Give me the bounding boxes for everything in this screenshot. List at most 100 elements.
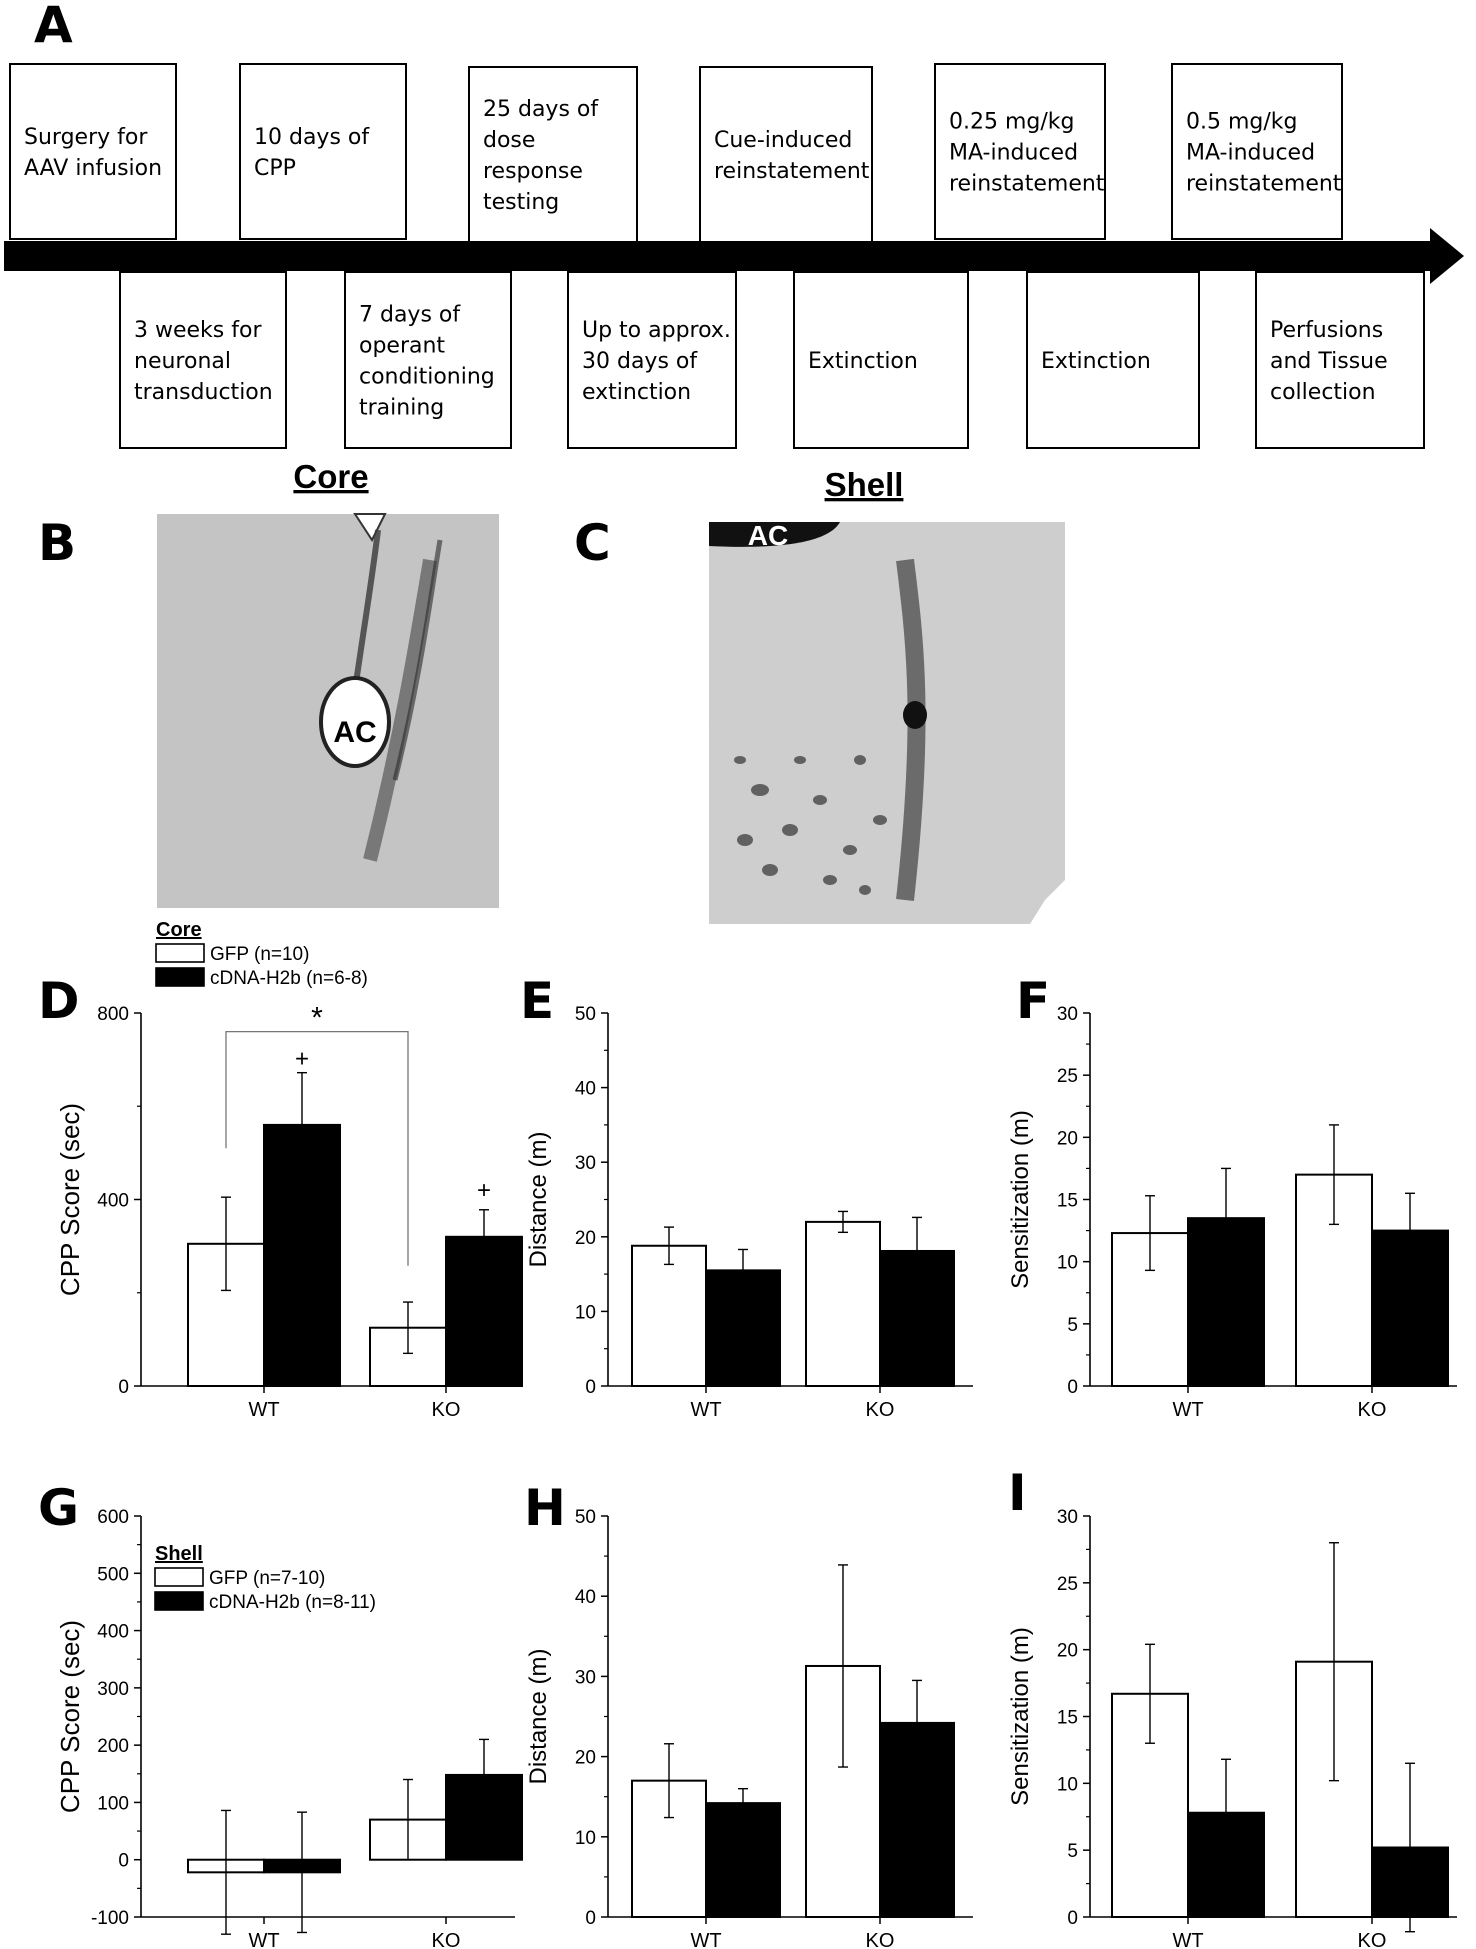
timeline-box-text: and Tissue	[1270, 349, 1388, 374]
x-tick-label-ko: KO	[1358, 1399, 1387, 1421]
y-tick-label: 200	[97, 1736, 129, 1757]
y-tick-label: 5	[1067, 1841, 1078, 1862]
timeline-box-text: collection	[1270, 380, 1376, 405]
timeline-arrow	[4, 228, 1464, 284]
y-tick-label: 0	[585, 1377, 596, 1398]
panel-letter-c: C	[574, 514, 611, 572]
panel-letter-d: D	[38, 972, 80, 1030]
legend-label-1: GFP (n=10)	[210, 944, 309, 965]
y-tick-label: 0	[1067, 1908, 1078, 1929]
timeline-box-text: MA-induced	[1186, 141, 1315, 166]
legend-title: Core	[156, 919, 202, 941]
y-tick-label: 5	[1067, 1315, 1078, 1336]
timeline-box-frame	[119, 271, 287, 449]
chart-i: 0 5 10 15 20 25 30 Sensitization (m) WT KO	[1007, 1507, 1457, 1949]
bar-wt-series-2	[705, 1802, 781, 1918]
legend-label-2: cDNA-H2b (n=8-11)	[209, 1592, 376, 1613]
shell-ac-label: AC	[748, 520, 788, 551]
y-tick-label: 40	[575, 1079, 596, 1100]
timeline-box-frame	[344, 271, 512, 449]
chart-d: 0 400 800 CPP Score (sec) WT KO Core GFP (n=10)…	[55, 919, 523, 1421]
y-tick-label: 20	[1057, 1641, 1078, 1662]
y-axis-label: CPP Score (sec)	[55, 1620, 85, 1813]
y-tick-label: 40	[575, 1587, 596, 1608]
timeline-box-text: Surgery for	[24, 125, 148, 150]
timeline-box-text: 25 days of	[483, 97, 599, 122]
timeline-box-text: response	[483, 159, 583, 184]
timeline-top-box-2: 10 days of CPP	[239, 63, 407, 240]
timeline-box-text: 30 days of	[582, 349, 698, 374]
timeline: Surgery for AAV infusion 10 days of CPP 25 d…	[9, 63, 1425, 449]
timeline-bottom-box-3: Up to approx. 30 days of extinction	[567, 271, 737, 449]
y-tick-label: 10	[575, 1828, 596, 1849]
panel-letter-f: F	[1016, 972, 1050, 1030]
x-tick-label-ko: KO	[432, 1930, 461, 1949]
timeline-box-frame	[9, 63, 177, 240]
timeline-box-text: Extinction	[808, 349, 918, 374]
timeline-bottom-box-5: Extinction	[1026, 271, 1200, 449]
y-tick-label: 30	[575, 1153, 596, 1174]
panel-letter-i: I	[1008, 1464, 1027, 1522]
panel-letter-e: E	[520, 972, 554, 1030]
y-tick-label: 400	[97, 1622, 129, 1643]
x-tick-label-wt: WT	[248, 1399, 279, 1421]
y-tick-label: 20	[575, 1748, 596, 1769]
y-tick-label: 20	[575, 1228, 596, 1249]
timeline-bottom-box-4: Extinction	[793, 271, 969, 449]
x-tick-label-wt: WT	[248, 1930, 279, 1949]
y-tick-label: 400	[97, 1191, 129, 1212]
chart-g: -100 0 100 200 300 400 500 600 CPP Score (sec) WT…	[55, 1507, 523, 1949]
y-axis-label: Distance (m)	[525, 1131, 552, 1267]
x-tick-label-ko: KO	[866, 1930, 895, 1949]
y-tick-label: 600	[97, 1507, 129, 1528]
y-tick-label: 15	[1057, 1708, 1078, 1729]
y-tick-label: 0	[118, 1377, 129, 1398]
x-tick-label-ko: KO	[432, 1399, 461, 1421]
y-tick-label: 800	[97, 1004, 129, 1025]
timeline-top-box-6: 0.5 mg/kg MA-induced reinstatement	[1171, 63, 1343, 240]
legend-swatch-2	[155, 967, 205, 987]
y-tick-label: 100	[97, 1793, 129, 1814]
legend-label-1: GFP (n=7-10)	[209, 1568, 325, 1589]
timeline-box-frame	[468, 66, 638, 243]
timeline-box-text: 0.5 mg/kg	[1186, 110, 1298, 135]
timeline-box-text: 7 days of	[359, 303, 461, 328]
timeline-top-box-5: 0.25 mg/kg MA-induced reinstatement	[934, 63, 1106, 240]
timeline-box-frame	[1255, 271, 1425, 449]
plus-marker-wt: +	[295, 1046, 309, 1073]
y-axis-label: Sensitization (m)	[1007, 1627, 1034, 1806]
core-histology-image: AC	[157, 513, 499, 908]
y-tick-label: 0	[1067, 1377, 1078, 1398]
timeline-bottom-box-2: 7 days of operant conditioning training	[344, 271, 512, 449]
timeline-box-text: reinstatement	[1186, 172, 1342, 197]
x-tick-label-wt: WT	[1172, 1930, 1203, 1949]
y-tick-label: 10	[575, 1302, 596, 1323]
timeline-box-text: neuronal	[134, 349, 231, 374]
timeline-box-text: Up to approx.	[582, 318, 731, 343]
x-tick-label-ko: KO	[866, 1399, 895, 1421]
timeline-box-frame	[699, 66, 873, 243]
timeline-box-text: Cue-induced	[714, 128, 852, 153]
core-image-title: Core	[293, 458, 368, 495]
timeline-bottom-box-6: Perfusions and Tissue collection	[1255, 271, 1425, 449]
y-tick-label: 500	[97, 1564, 129, 1585]
x-tick-label-wt: WT	[1172, 1399, 1203, 1421]
legend-swatch-1	[155, 943, 205, 963]
timeline-box-text: AAV infusion	[24, 156, 162, 181]
timeline-top-box-1: Surgery for AAV infusion	[9, 63, 177, 240]
panel-letter-b: B	[38, 514, 76, 572]
significance-bracket	[225, 1031, 409, 1266]
x-tick-label-wt: WT	[690, 1930, 721, 1949]
timeline-box-text: Perfusions	[1270, 318, 1383, 343]
timeline-box-text: 10 days of	[254, 125, 370, 150]
bar-ko-series-1	[805, 1220, 881, 1387]
legend-swatch-1	[154, 1567, 204, 1587]
timeline-box-frame	[1171, 63, 1343, 240]
chart-h: 0 10 20 30 40 50 Distance (m) WT KO	[525, 1507, 973, 1949]
y-tick-label: 30	[575, 1667, 596, 1688]
y-axis-label: Sensitization (m)	[1007, 1110, 1034, 1289]
y-tick-label: 25	[1057, 1574, 1078, 1595]
legend: Core GFP (n=10) cDNA-H2b (n=6-8)	[155, 919, 368, 989]
y-tick-label: 50	[575, 1004, 596, 1025]
